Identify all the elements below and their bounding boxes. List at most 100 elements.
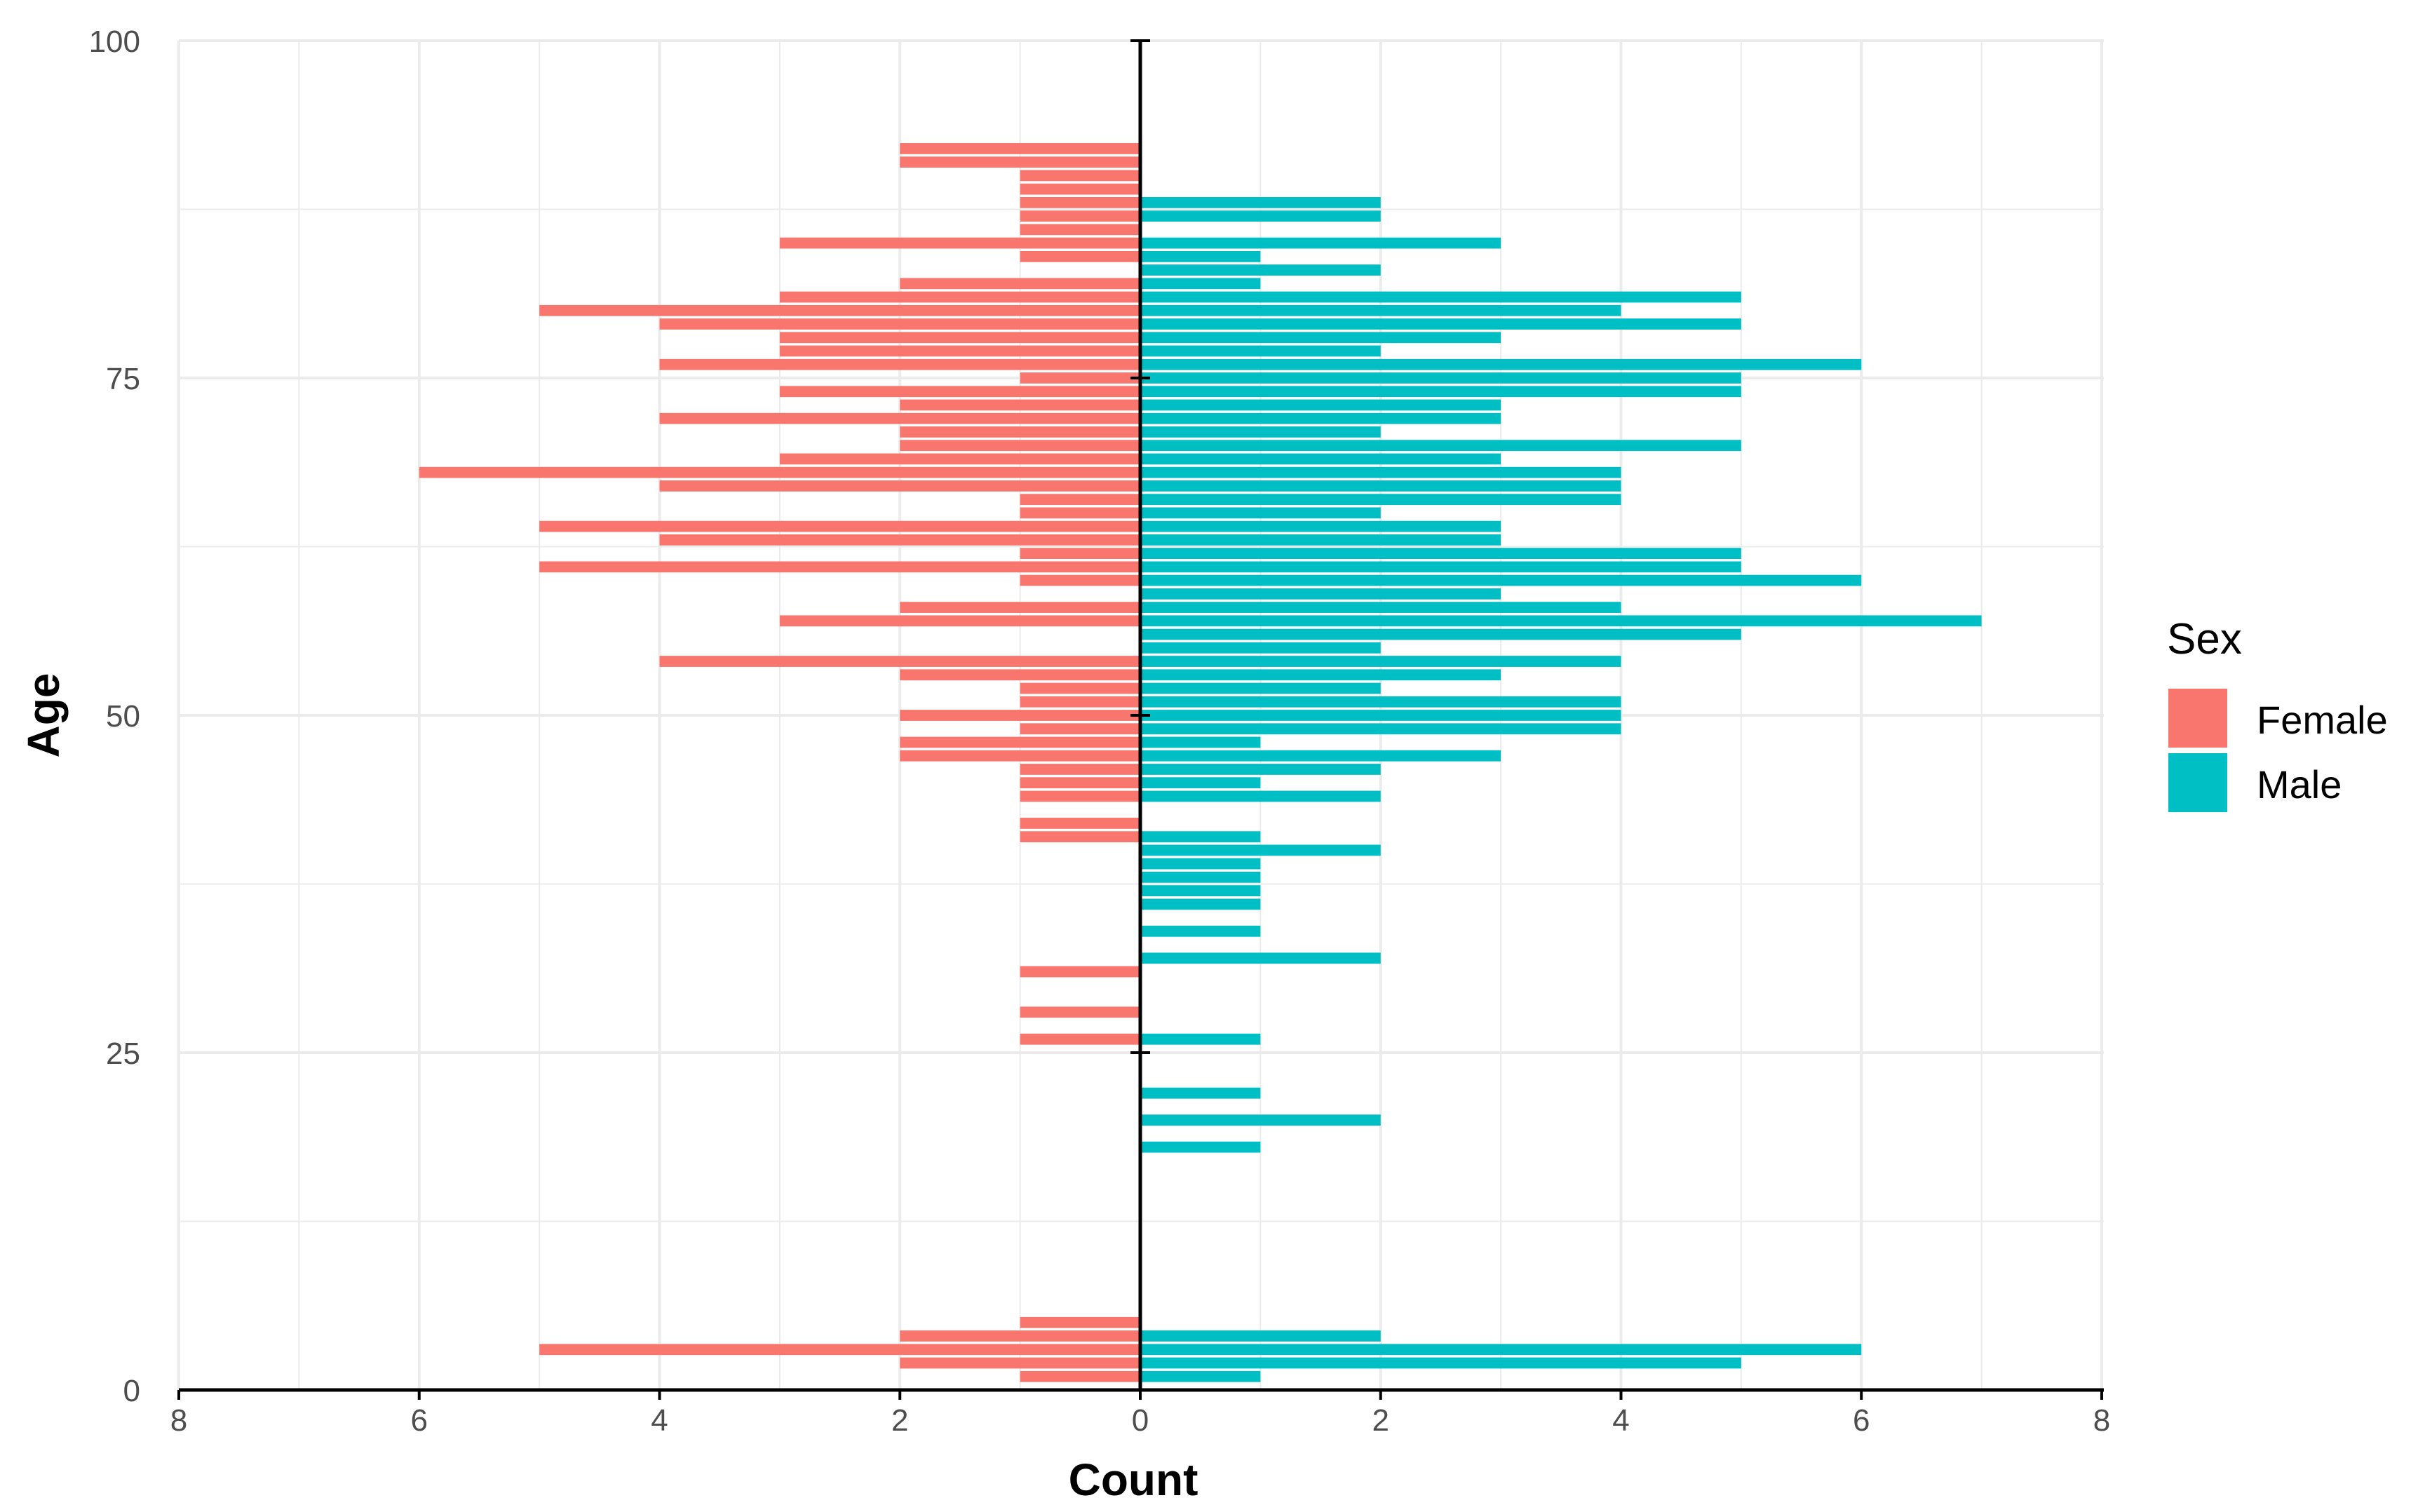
x-tick-label: 8 — [2093, 1403, 2110, 1438]
axes — [177, 39, 2104, 1400]
bar-female — [1020, 723, 1140, 735]
bar-female — [779, 291, 1140, 303]
bar-male — [1140, 615, 1982, 627]
bar-female — [900, 143, 1140, 154]
bar-female — [1020, 250, 1140, 262]
x-tick-label: 4 — [651, 1403, 668, 1438]
bar-male — [1140, 440, 1741, 452]
bar-female — [1020, 696, 1140, 708]
bar-female — [539, 1344, 1140, 1356]
bar-male — [1140, 291, 1741, 303]
bar-female — [1020, 764, 1140, 775]
x-axis-title: Count — [1069, 1454, 1198, 1505]
bar-female — [1020, 507, 1140, 519]
bar-female — [1020, 170, 1140, 182]
bar-male — [1140, 345, 1381, 357]
bar-female — [659, 358, 1140, 370]
bar-male — [1140, 710, 1621, 721]
x-tick-label: 8 — [170, 1403, 187, 1438]
bar-female — [1020, 1006, 1140, 1018]
bar-female — [779, 453, 1140, 465]
bar-male — [1140, 696, 1621, 708]
bar-male — [1140, 399, 1501, 411]
bar-female — [659, 534, 1140, 546]
x-tick-label: 6 — [411, 1403, 428, 1438]
bar-female — [1020, 790, 1140, 802]
y-tick-label: 25 — [106, 1037, 140, 1071]
bar-female — [1020, 818, 1140, 829]
bar-female — [659, 656, 1140, 667]
bar-male — [1140, 656, 1621, 667]
bar-male — [1140, 871, 1261, 883]
bar-male — [1140, 1357, 1741, 1369]
bar-male — [1140, 548, 1741, 560]
bar-female — [779, 332, 1140, 344]
bar-male — [1140, 534, 1501, 546]
bar-female — [900, 278, 1140, 290]
bar-female — [1020, 1370, 1140, 1382]
x-tick-label: 4 — [1612, 1403, 1629, 1438]
bar-male — [1140, 1114, 1381, 1126]
bar-female — [659, 318, 1140, 330]
bar-female — [1020, 831, 1140, 843]
bar-female — [900, 399, 1140, 411]
bar-female — [539, 561, 1140, 573]
bar-female — [419, 466, 1140, 478]
y-tick-label: 50 — [106, 699, 140, 734]
bar-male — [1140, 736, 1261, 748]
legend-swatch-male — [2168, 753, 2227, 812]
bar-male — [1140, 250, 1261, 262]
bar-female — [1020, 548, 1140, 560]
bar-female — [779, 345, 1140, 357]
bar-female — [1020, 210, 1140, 222]
bar-male — [1140, 925, 1261, 937]
bar-female — [900, 669, 1140, 681]
bar-female — [1020, 372, 1140, 384]
bar-male — [1140, 602, 1621, 613]
bar-male — [1140, 237, 1501, 249]
bar-male — [1140, 1033, 1261, 1045]
legend-swatch-female — [2168, 689, 2227, 748]
bar-male — [1140, 507, 1381, 519]
bar-male — [1140, 358, 1862, 370]
y-tick-label: 100 — [89, 25, 140, 59]
bar-male — [1140, 723, 1621, 735]
bar-female — [1020, 183, 1140, 195]
bar-male — [1140, 426, 1381, 438]
bar-male — [1140, 764, 1381, 775]
bar-male — [1140, 264, 1381, 276]
x-tick-label: 2 — [1372, 1403, 1389, 1438]
bar-female — [779, 237, 1140, 249]
bar-male — [1140, 520, 1501, 532]
bar-female — [659, 480, 1140, 492]
bar-male — [1140, 952, 1381, 964]
bar-female — [1020, 682, 1140, 694]
bar-male — [1140, 318, 1741, 330]
bar-male — [1140, 1141, 1261, 1153]
bar-male — [1140, 304, 1621, 316]
bar-female — [1020, 494, 1140, 506]
bar-male — [1140, 588, 1501, 600]
bar-female — [900, 1357, 1140, 1369]
bar-male — [1140, 1344, 1862, 1356]
bar-female — [900, 750, 1140, 762]
x-tick-label: 0 — [1132, 1403, 1149, 1438]
bar-female — [900, 426, 1140, 438]
bar-male — [1140, 885, 1261, 897]
y-axis-title: Age — [18, 673, 69, 758]
bar-female — [659, 412, 1140, 424]
bar-female — [1020, 224, 1140, 236]
legend-title: Sex — [2167, 615, 2242, 663]
bar-female — [539, 304, 1140, 316]
legend-label-female: Female — [2257, 698, 2388, 742]
bar-female — [900, 602, 1140, 613]
bar-male — [1140, 210, 1381, 222]
bar-male — [1140, 480, 1621, 492]
bar-male — [1140, 858, 1261, 870]
bar-male — [1140, 898, 1261, 910]
bar-female — [900, 1330, 1140, 1342]
bar-male — [1140, 790, 1381, 802]
bar-male — [1140, 412, 1501, 424]
legend-label-male: Male — [2257, 762, 2342, 806]
